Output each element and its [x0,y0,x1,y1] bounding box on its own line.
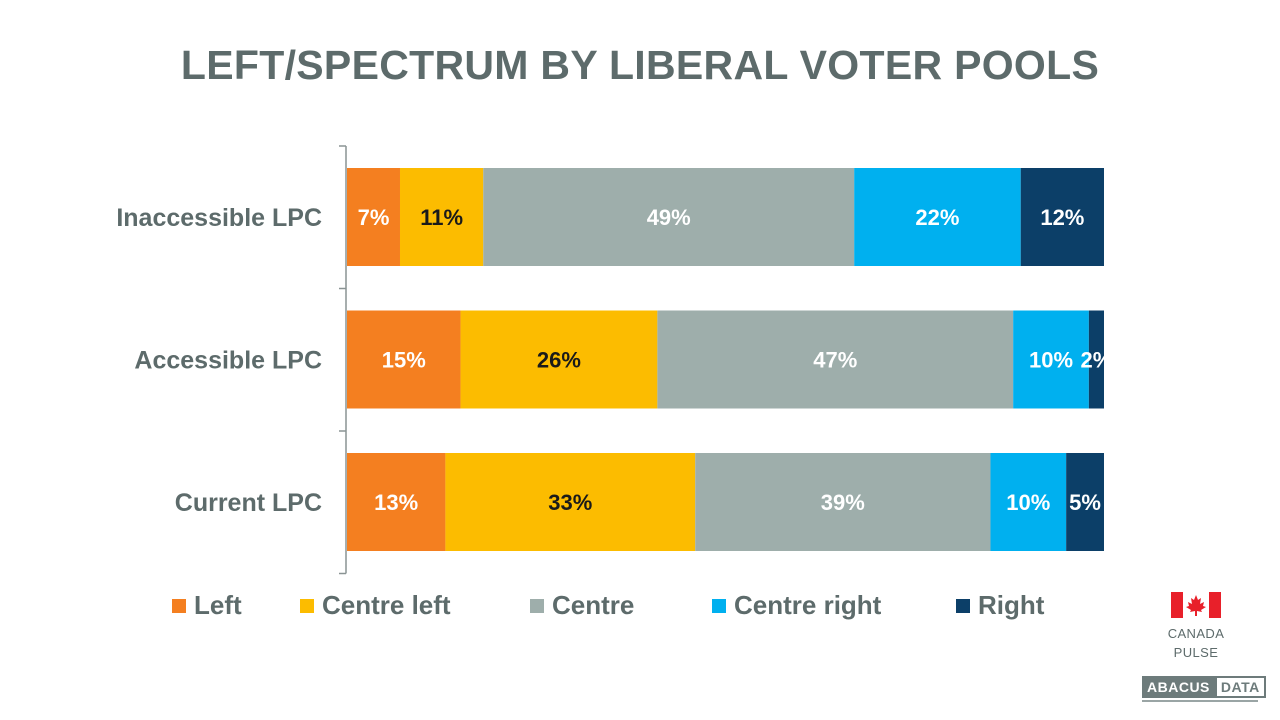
bar-segment [347,310,461,409]
bar-segment [347,168,400,266]
bar-segment [347,453,446,551]
legend-swatch [530,598,544,613]
data-label: 15% [382,348,426,373]
logo-part-data: DATA [1214,676,1266,698]
pulse-line-1: CANADA [1167,626,1225,641]
legend-item: Centre [530,590,634,621]
legend-item: Left [172,590,242,621]
data-label: 11% [420,205,463,230]
data-label: 12% [1040,205,1084,230]
bar-segment [657,310,1014,409]
legend-label: Centre [552,590,635,620]
bar-segment [695,453,991,551]
bar-segment [483,168,855,266]
data-label: 13% [374,490,418,515]
bar-segment [1020,168,1104,266]
legend-swatch [712,598,726,613]
bar-segment [1088,310,1104,409]
legend-label: Right [978,590,1045,620]
legend-swatch [956,598,970,613]
data-label: 10% [1006,490,1050,515]
data-label: 33% [548,490,592,515]
data-label: 22% [915,205,959,230]
bar-segment [399,168,484,266]
data-label: 39% [821,490,865,515]
canada-pulse-badge: CANADA PULSE [1150,592,1242,662]
legend-swatch [172,598,186,613]
chart-title: LEFT/SPECTRUM BY LIBERAL VOTER POOLS [180,42,1100,88]
legend-label: Left [194,590,242,620]
data-label: 49% [647,205,691,230]
legend-label: Centre right [734,590,882,620]
legend-item: Centre right [712,590,881,621]
bar-segment [854,168,1021,266]
legend-swatch [300,598,314,613]
canada-pulse-label: CANADA PULSE [1150,624,1242,662]
data-label: 2% [1081,348,1113,373]
data-label: 10% [1029,348,1073,373]
abacus-data-logo: ABACUS DATA [1142,676,1266,698]
data-label: 7% [358,205,390,230]
legend-item: Right [956,590,1044,621]
pulse-line-2: PULSE [1173,645,1219,660]
canada-flag-icon [1171,592,1221,618]
bar-segment [1013,310,1089,409]
bar-segment [460,310,658,409]
bar-segment [445,453,696,551]
data-label: 26% [537,348,581,373]
category-label: Inaccessible LPC [116,204,322,232]
category-label: Accessible LPC [134,347,322,375]
legend-item: Centre left [300,590,451,621]
legend-label: Centre left [322,590,451,620]
logo-underline [1142,700,1258,702]
category-label: Current LPC [175,489,322,517]
bar-segment [1066,453,1104,551]
logo-part-abacus: ABACUS [1142,676,1215,698]
data-label: 47% [813,348,857,373]
data-label: 5% [1069,490,1101,515]
bar-segment [990,453,1067,551]
